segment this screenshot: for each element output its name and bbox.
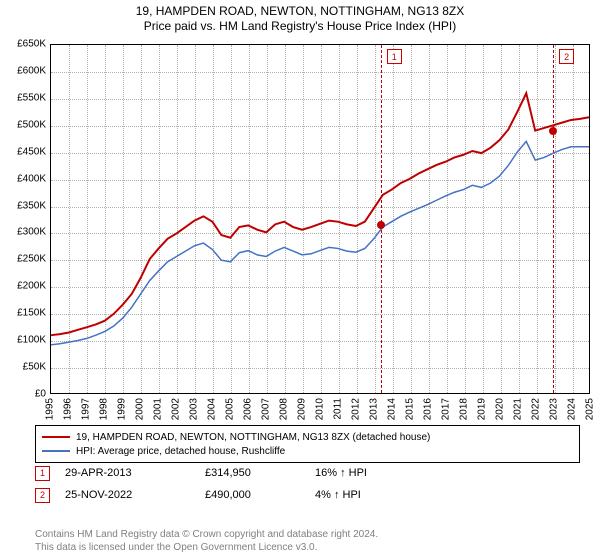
title-line-1: 19, HAMPDEN ROAD, NEWTON, NOTTINGHAM, NG… [0,4,600,18]
x-axis-label: 2023 [549,398,560,420]
footer-line-2: This data is licensed under the Open Gov… [35,542,378,555]
x-axis-label: 2018 [459,398,470,420]
y-axis-label: £0 [0,389,46,400]
legend-label: HPI: Average price, detached house, Rush… [76,446,285,457]
series-line [51,141,589,344]
x-axis-label: 1999 [117,398,128,420]
titles: 19, HAMPDEN ROAD, NEWTON, NOTTINGHAM, NG… [0,0,600,33]
legend-label: 19, HAMPDEN ROAD, NEWTON, NOTTINGHAM, NG… [76,432,430,443]
data-table: 1 29-APR-2013£314,95016% ↑ HPI 2 25-NOV-202… [35,463,405,507]
x-axis-label: 1995 [45,398,56,420]
data-row: 2 25-NOV-2022£490,0004% ↑ HPI [35,485,405,505]
chart-container: 19, HAMPDEN ROAD, NEWTON, NOTTINGHAM, NG… [0,0,600,560]
legend-row: 19, HAMPDEN ROAD, NEWTON, NOTTINGHAM, NG… [42,430,573,444]
x-axis-label: 2002 [171,398,182,420]
title-line-2: Price paid vs. HM Land Registry's House … [0,19,600,33]
x-axis-label: 2012 [351,398,362,420]
x-axis-label: 2025 [585,398,596,420]
x-axis-label: 2016 [423,398,434,420]
x-axis-label: 2009 [297,398,308,420]
y-axis-label: £300K [0,227,46,238]
marker-dot [549,127,557,135]
y-axis-label: £550K [0,92,46,103]
pct-vs-hpi: 4% ↑ HPI [315,489,405,501]
series-line [51,93,589,335]
x-axis-label: 2001 [153,398,164,420]
y-axis-label: £100K [0,335,46,346]
y-axis-label: £350K [0,200,46,211]
x-axis-label: 2020 [495,398,506,420]
sale-price: £314,950 [205,467,315,479]
plot-area: 12 [50,44,590,394]
y-axis-label: £600K [0,65,46,76]
x-axis-label: 2005 [225,398,236,420]
x-axis-label: 2008 [279,398,290,420]
y-axis-label: £650K [0,39,46,50]
x-axis-label: 1997 [81,398,92,420]
x-axis-label: 2024 [567,398,578,420]
y-axis-label: £450K [0,146,46,157]
x-axis-label: 2007 [261,398,272,420]
x-axis-label: 2015 [405,398,416,420]
sale-price: £490,000 [205,489,315,501]
y-axis-label: £50K [0,362,46,373]
x-axis-label: 1996 [63,398,74,420]
x-axis-label: 1998 [99,398,110,420]
x-axis-label: 2019 [477,398,488,420]
sale-date: 25-NOV-2022 [65,489,205,501]
y-axis-label: £500K [0,119,46,130]
marker-dot [377,221,385,229]
chart-svg [51,45,589,393]
x-axis-label: 2006 [243,398,254,420]
plot-inner: 12 [50,44,590,394]
sale-date: 29-APR-2013 [65,467,205,479]
footer-line-1: Contains HM Land Registry data © Crown c… [35,529,378,542]
legend-swatch [42,436,70,438]
x-axis-label: 2011 [333,398,344,420]
x-axis-label: 2003 [189,398,200,420]
pct-vs-hpi: 16% ↑ HPI [315,467,405,479]
marker-box: 1 [387,49,402,64]
x-axis-label: 2010 [315,398,326,420]
x-axis-label: 2004 [207,398,218,420]
x-axis-label: 2022 [531,398,542,420]
legend-swatch [42,450,70,452]
footer: Contains HM Land Registry data © Crown c… [35,529,378,554]
marker-box-inline: 2 [35,488,50,503]
x-axis-label: 2021 [513,398,524,420]
x-axis-label: 2000 [135,398,146,420]
y-axis-label: £400K [0,173,46,184]
marker-box-inline: 1 [35,466,50,481]
y-axis-label: £150K [0,308,46,319]
legend-row: HPI: Average price, detached house, Rush… [42,444,573,458]
x-axis-label: 2017 [441,398,452,420]
y-axis-label: £200K [0,281,46,292]
x-axis-label: 2014 [387,398,398,420]
data-row: 1 29-APR-2013£314,95016% ↑ HPI [35,463,405,483]
y-axis-label: £250K [0,254,46,265]
x-axis-label: 2013 [369,398,380,420]
legend: 19, HAMPDEN ROAD, NEWTON, NOTTINGHAM, NG… [35,425,580,463]
marker-box: 2 [559,49,574,64]
